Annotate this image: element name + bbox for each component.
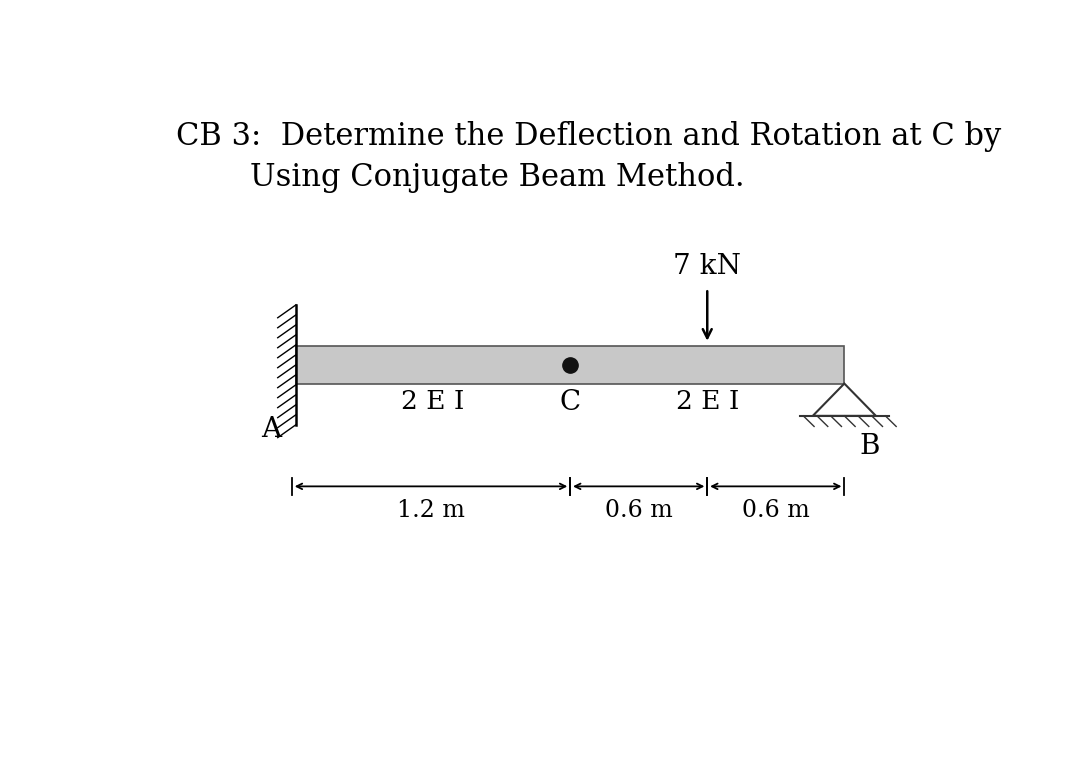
Text: C: C	[560, 389, 581, 417]
Text: 2 E I: 2 E I	[401, 389, 465, 414]
Text: 7 kN: 7 kN	[673, 253, 741, 279]
Polygon shape	[813, 384, 876, 416]
Text: 1.2 m: 1.2 m	[397, 499, 465, 523]
Text: A: A	[260, 416, 281, 443]
Text: CB 3:  Determine the Deflection and Rotation at C by: CB 3: Determine the Deflection and Rotat…	[176, 121, 1001, 152]
FancyBboxPatch shape	[296, 346, 845, 384]
Text: 0.6 m: 0.6 m	[605, 499, 672, 523]
Text: Using Conjugate Beam Method.: Using Conjugate Beam Method.	[251, 162, 745, 193]
Text: 2 E I: 2 E I	[675, 389, 739, 414]
Text: B: B	[859, 433, 879, 461]
Text: 0.6 m: 0.6 m	[742, 499, 809, 523]
